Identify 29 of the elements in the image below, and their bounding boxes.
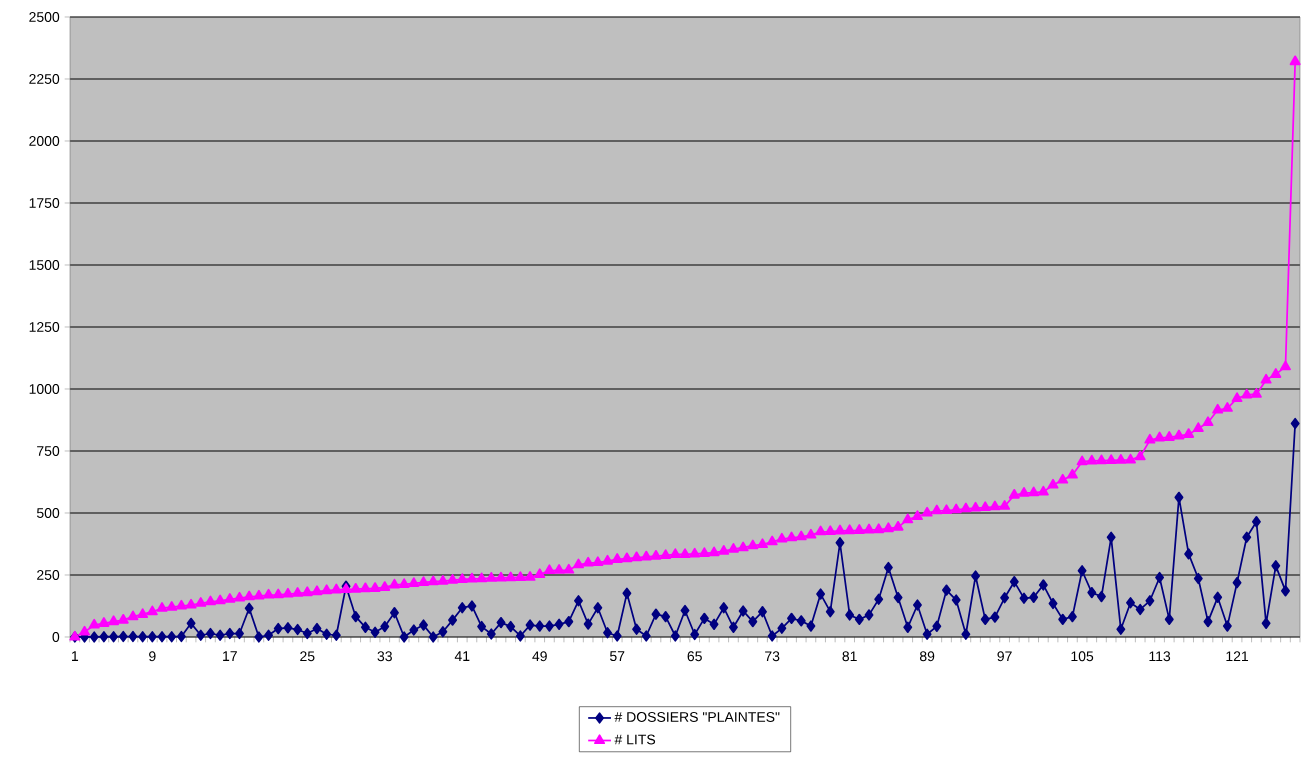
x-tick-label: 121 (1226, 651, 1249, 662)
x-tick-label: 81 (842, 651, 857, 662)
y-tick-label: 2500 (29, 12, 60, 22)
y-tick-label: 1250 (29, 322, 60, 332)
x-tick-label: 113 (1149, 651, 1171, 662)
y-tick-label: 500 (36, 508, 60, 518)
legend-label: # LITS (614, 734, 656, 745)
y-tick-label: 1750 (29, 198, 60, 208)
y-tick-label: 1000 (29, 384, 60, 394)
x-tick-label: 1 (72, 651, 79, 661)
y-tick-label: 2250 (29, 74, 60, 84)
x-tick-label: 9 (149, 651, 156, 662)
x-tick-label: 17 (223, 651, 237, 661)
x-tick-label: 49 (532, 651, 547, 662)
legend-label: # DOSSIERS "PLAINTES" (614, 712, 780, 722)
y-tick-label: 1500 (29, 260, 60, 270)
x-tick-label: 73 (765, 651, 780, 662)
x-tick-label: 89 (919, 651, 935, 662)
x-tick-label: 97 (997, 651, 1012, 662)
y-tick-label: 750 (37, 446, 60, 456)
x-tick-label: 65 (687, 651, 702, 662)
x-tick-label: 33 (377, 651, 392, 662)
y-tick-label: 2000 (29, 136, 60, 146)
x-tick-label: 105 (1071, 651, 1094, 662)
y-tick-label: 0 (52, 632, 60, 642)
y-tick-label: 250 (37, 570, 60, 580)
x-tick-label: 25 (300, 651, 315, 662)
x-tick-label: 41 (454, 651, 470, 661)
x-tick-label: 57 (609, 651, 625, 662)
